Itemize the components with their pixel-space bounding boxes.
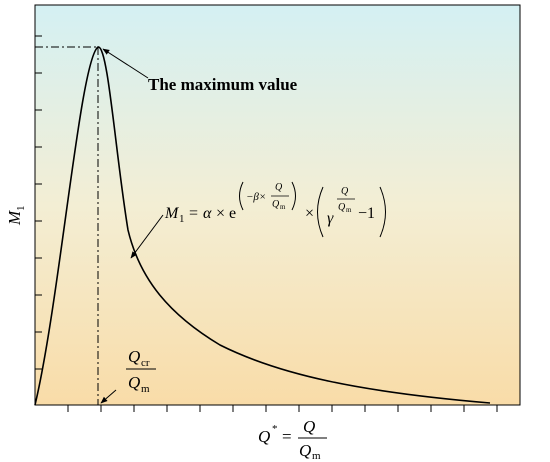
paren bbox=[291, 181, 296, 211]
x-axis-label: Q * = Q Q m bbox=[258, 417, 327, 462]
formula-eq: = bbox=[189, 205, 198, 222]
formula-lhs-sub: 1 bbox=[179, 213, 185, 225]
critical-den-sub: m bbox=[141, 383, 150, 395]
critical-arrow bbox=[100, 389, 117, 404]
critical-label: Q cr Q m bbox=[126, 347, 156, 395]
formula-exp-den: Q bbox=[272, 199, 280, 210]
x-axis-superscript: * bbox=[272, 423, 278, 435]
formula-pow-num: Q bbox=[341, 186, 349, 197]
max-arrow bbox=[102, 48, 149, 79]
paren bbox=[317, 186, 324, 238]
formula-exp-den-sub: m bbox=[280, 203, 286, 211]
formula-times: × bbox=[305, 205, 314, 222]
paren bbox=[379, 186, 386, 238]
formula-minus-one: −1 bbox=[358, 205, 375, 222]
formula-pow-den-sub: m bbox=[346, 206, 352, 214]
x-axis-denominator: Q bbox=[299, 441, 311, 460]
formula-exp-num: Q bbox=[275, 182, 283, 193]
plot-area bbox=[34, 4, 521, 406]
formula-arrow bbox=[130, 214, 164, 259]
y-axis-symbol: M bbox=[5, 210, 24, 226]
paren bbox=[239, 181, 244, 211]
x-axis-numerator: Q bbox=[303, 417, 315, 436]
ticks bbox=[35, 35, 498, 412]
formula-e: e bbox=[229, 205, 236, 222]
formula-alpha: α bbox=[203, 205, 212, 222]
formula: M 1 = α × e −β× Q Q m × γ Q Q m −1 bbox=[164, 181, 386, 238]
y-axis-label: M 1 bbox=[5, 206, 27, 227]
annotation: The maximum value bbox=[148, 75, 298, 94]
formula-lhs: M bbox=[164, 205, 180, 222]
critical-num: Q bbox=[128, 347, 140, 366]
critical-num-sub: cr bbox=[141, 357, 150, 369]
y-axis-subscript: 1 bbox=[15, 206, 27, 212]
formula-exp-prefix: −β× bbox=[246, 191, 266, 203]
x-axis-symbol: Q bbox=[258, 427, 270, 446]
x-axis-denominator-subscript: m bbox=[312, 450, 321, 462]
critical-den: Q bbox=[128, 373, 140, 392]
formula-times: × bbox=[216, 205, 225, 222]
x-axis-equals: = bbox=[282, 427, 292, 446]
curve bbox=[34, 46, 491, 406]
formula-pow-den: Q bbox=[338, 202, 346, 213]
formula-gamma: γ bbox=[327, 210, 334, 227]
